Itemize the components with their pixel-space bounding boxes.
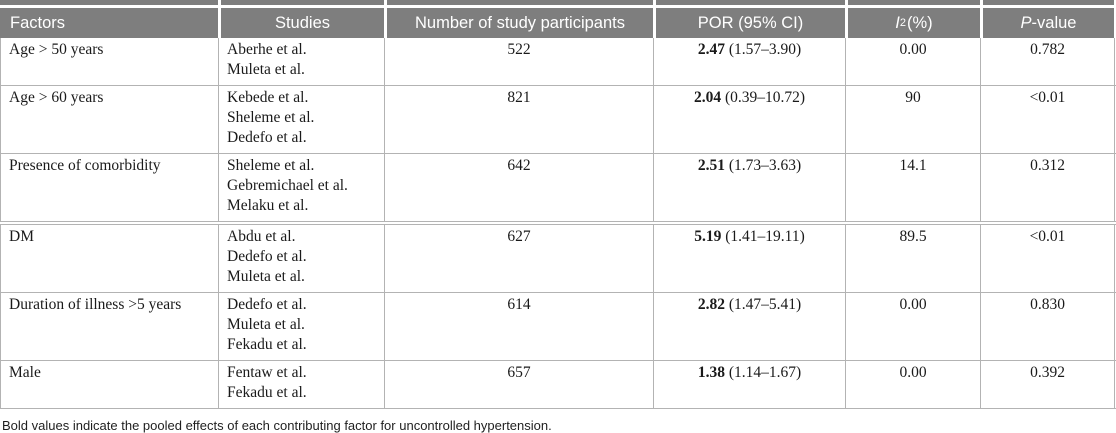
i2-cell: 0.00	[846, 361, 981, 408]
header-col-factors: Factors	[0, 0, 218, 38]
participants-cell: 821	[385, 86, 654, 153]
participants-cell: 657	[385, 361, 654, 408]
header-por: POR (95% CI)	[656, 8, 845, 38]
study-line: Melaku et al.	[227, 197, 309, 214]
factor-cell: DM	[1, 225, 219, 292]
table-row: DM Abdu et al. Dedefo et al. Muleta et al.…	[0, 224, 1116, 293]
factor-cell: Presence of comorbidity	[1, 154, 219, 221]
study-line: Abdu et al.	[227, 228, 296, 245]
header-col-por: POR (95% CI)	[653, 0, 845, 38]
por-ci: (1.14–1.67)	[728, 364, 802, 381]
header-col-studies: Studies	[218, 0, 384, 38]
i2-unit: (%)	[907, 13, 933, 32]
por-cell: 2.82 (1.47–5.41)	[654, 293, 846, 360]
studies-cell: Aberhe et al. Muleta et al.	[219, 38, 385, 85]
study-line: Kebede et al.	[227, 89, 309, 106]
factor-cell: Age > 50 years	[1, 38, 219, 85]
por-cell: 1.38 (1.14–1.67)	[654, 361, 846, 408]
por-value: 2.47	[697, 41, 725, 58]
header-cap	[221, 0, 384, 5]
header-factors: Factors	[0, 8, 218, 38]
study-line: Dedefo et al.	[227, 248, 307, 265]
header-studies: Studies	[221, 8, 384, 38]
study-line: Gebremichael et al.	[227, 177, 348, 194]
header-cap	[848, 0, 980, 5]
study-line: Dedefo et al.	[227, 129, 307, 146]
i2-cell: 0.00	[846, 38, 981, 85]
study-line: Sheleme et al.	[227, 157, 315, 174]
table-row: Age > 50 years Aberhe et al. Muleta et al…	[0, 38, 1116, 86]
por-cell: 5.19 (1.41–19.11)	[654, 225, 846, 292]
table-footnote: Bold values indicate the pooled effects …	[2, 418, 552, 433]
studies-cell: Fentaw et al. Fekadu et al.	[219, 361, 385, 408]
header-participants: Number of study participants	[387, 8, 653, 38]
p-suffix: -value	[1031, 13, 1077, 32]
por-value: 1.38	[697, 364, 725, 381]
studies-cell: Kebede et al. Sheleme et al. Dedefo et al.	[219, 86, 385, 153]
i2-symbol: I	[895, 13, 900, 32]
factor-cell: Age > 60 years	[1, 86, 219, 153]
por-value: 5.19	[694, 228, 722, 245]
participants-cell: 627	[385, 225, 654, 292]
risk-factors-table: Factors Studies Number of study particip…	[0, 0, 1116, 409]
por-ci: (0.39–10.72)	[724, 89, 806, 106]
table-row: Male Fentaw et al. Fekadu et al. 657 1.38…	[0, 361, 1116, 409]
i2-cell: 89.5	[846, 225, 981, 292]
por-value: 2.04	[693, 89, 722, 106]
studies-cell: Dedefo et al. Muleta et al. Fekadu et al.	[219, 293, 385, 360]
study-line: Fekadu et al.	[227, 384, 307, 401]
por-ci: (1.41–19.11)	[725, 228, 805, 245]
table-body: Age > 50 years Aberhe et al. Muleta et al…	[0, 38, 1116, 409]
studies-cell: Sheleme et al. Gebremichael et al. Melaku …	[219, 154, 385, 221]
p-symbol: P	[1020, 13, 1032, 32]
table-row: Age > 60 years Kebede et al. Sheleme et a…	[0, 86, 1116, 154]
study-line: Fentaw et al.	[227, 364, 307, 381]
study-line: Dedefo et al.	[227, 296, 307, 313]
study-line: Fekadu et al.	[227, 336, 307, 353]
i2-cell: 90	[846, 86, 981, 153]
por-cell: 2.04 (0.39–10.72)	[654, 86, 846, 153]
por-value: 2.82	[697, 296, 725, 313]
header-cap	[0, 0, 218, 5]
study-line: Aberhe et al.	[227, 41, 307, 58]
factor-cell: Male	[1, 361, 219, 408]
por-ci: (1.73–3.63)	[728, 157, 802, 174]
pvalue-cell: 0.312	[981, 154, 1115, 221]
i2-cell: 0.00	[846, 293, 981, 360]
pvalue-cell: 0.830	[981, 293, 1115, 360]
study-line: Sheleme et al.	[227, 109, 315, 126]
table-row: Duration of illness >5 years Dedefo et a…	[0, 293, 1116, 361]
pvalue-cell: 0.392	[981, 361, 1115, 408]
study-line: Muleta et al.	[227, 268, 305, 285]
study-line: Muleta et al.	[227, 316, 305, 333]
table-row: Presence of comorbidity Sheleme et al. Ge…	[0, 154, 1116, 222]
por-value: 2.51	[697, 157, 725, 174]
por-ci: (1.57–3.90)	[728, 41, 802, 58]
header-cap	[656, 0, 845, 5]
participants-cell: 522	[385, 38, 654, 85]
i2-cell: 14.1	[846, 154, 981, 221]
pvalue-cell: <0.01	[981, 225, 1115, 292]
study-line: Muleta et al.	[227, 61, 305, 78]
participants-cell: 614	[385, 293, 654, 360]
participants-cell: 642	[385, 154, 654, 221]
studies-cell: Abdu et al. Dedefo et al. Muleta et al.	[219, 225, 385, 292]
por-ci: (1.47–5.41)	[728, 296, 802, 313]
por-cell: 2.47 (1.57–3.90)	[654, 38, 846, 85]
pvalue-cell: <0.01	[981, 86, 1115, 153]
header-cap	[387, 0, 653, 5]
header-cap	[983, 0, 1114, 5]
por-cell: 2.51 (1.73–3.63)	[654, 154, 846, 221]
header-col-pvalue: P -value	[980, 0, 1114, 38]
header-col-participants: Number of study participants	[384, 0, 653, 38]
pvalue-cell: 0.782	[981, 38, 1115, 85]
header-pvalue: P -value	[983, 8, 1114, 38]
factor-cell: Duration of illness >5 years	[1, 293, 219, 360]
table-header-row: Factors Studies Number of study particip…	[0, 0, 1116, 38]
